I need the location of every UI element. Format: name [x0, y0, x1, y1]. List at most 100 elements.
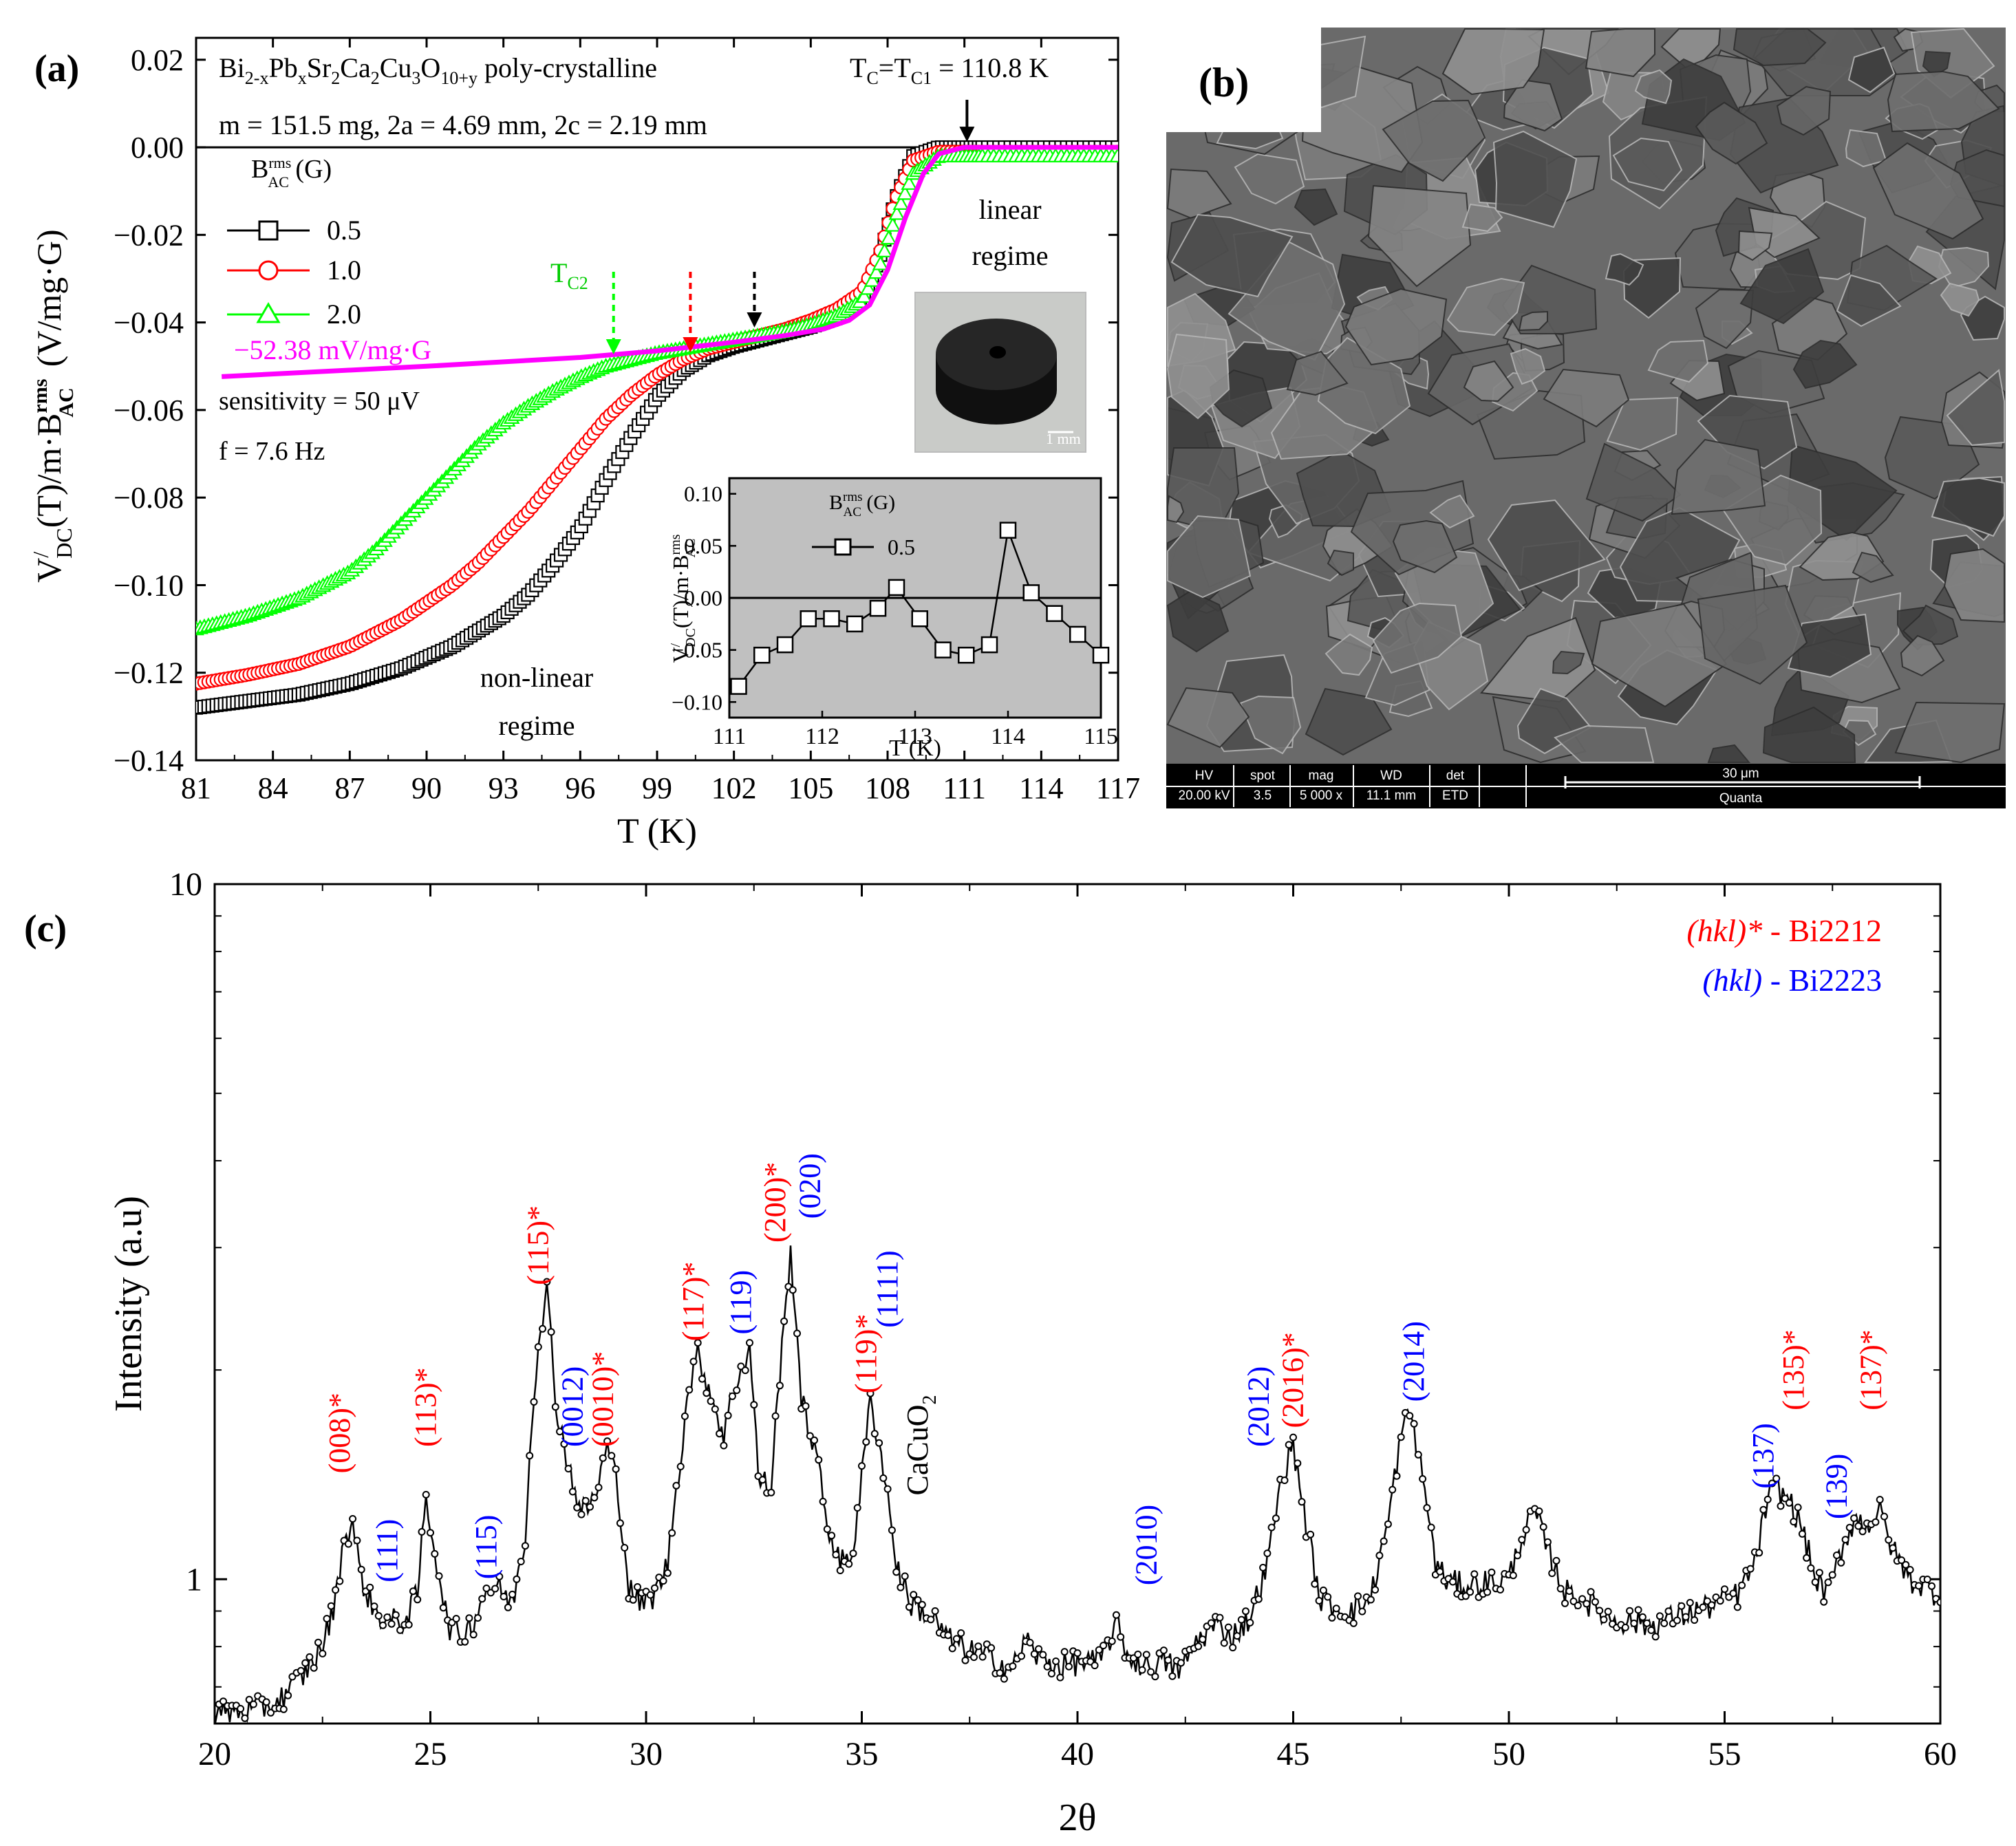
peak-label: (117)* — [676, 1262, 710, 1342]
sem-grain — [1327, 549, 1354, 577]
c-xtick-label: 20 — [198, 1736, 231, 1772]
xrd-point — [612, 1465, 620, 1473]
sem-grain — [1492, 130, 1578, 228]
xrd-point — [1837, 1558, 1845, 1567]
sem-grain — [1286, 350, 1349, 396]
a-arrow-head — [683, 336, 698, 352]
sem-grain — [1612, 137, 1683, 192]
a-xtick-label: 99 — [642, 771, 672, 805]
xrd-point — [262, 1698, 270, 1706]
xrd-point — [1686, 1598, 1694, 1607]
panel-a-label: (a) — [34, 47, 79, 90]
xrd-point — [1514, 1552, 1521, 1560]
xrd-point — [1410, 1419, 1418, 1428]
xrd-point — [970, 1653, 978, 1662]
xrd-point — [427, 1529, 434, 1537]
xrd-point — [1366, 1596, 1375, 1604]
xrd-point — [392, 1611, 400, 1619]
xrd-point — [500, 1593, 508, 1600]
xrd-point — [1000, 1675, 1008, 1683]
peak-label: (119)* — [849, 1314, 883, 1394]
xrd-point — [1591, 1598, 1599, 1606]
a-point-triangle — [897, 185, 914, 200]
xrd-point — [357, 1565, 365, 1574]
c-xtick-label: 45 — [1277, 1736, 1310, 1772]
c-xtick-label: 25 — [414, 1736, 447, 1772]
panel-c-axes: 20 25 30 35 40 45 50 55 60 10 1 — [169, 866, 1957, 1772]
xrd-point — [543, 1278, 551, 1286]
xrd-point — [1259, 1563, 1267, 1571]
xrd-point — [1246, 1618, 1254, 1627]
xrd-point — [1043, 1662, 1051, 1671]
panel-c-legend-bi2212: (hkl)* - Bi2212 — [1686, 913, 1882, 948]
sem-brand: Quanta — [1719, 791, 1763, 806]
a-xtick-label: 87 — [334, 771, 365, 805]
xrd-point — [1552, 1556, 1561, 1565]
peak-label: (0012) — [555, 1366, 589, 1447]
xrd-point — [1898, 1556, 1906, 1565]
inset-legend-title: Brms AC (G) — [829, 490, 895, 519]
xrd-point — [974, 1642, 983, 1651]
xrd-point — [663, 1569, 672, 1577]
xrd-point — [1803, 1554, 1811, 1562]
xrd-point — [685, 1386, 694, 1394]
xrd-point — [703, 1389, 711, 1397]
xrd-point — [1820, 1598, 1828, 1606]
panel-c-label: (c) — [24, 908, 67, 950]
xrd-point — [1052, 1657, 1060, 1665]
xrd-point — [336, 1577, 344, 1585]
peak-label: (0010)* — [586, 1351, 619, 1447]
peak-label: (2014) — [1397, 1321, 1430, 1402]
xrd-point — [819, 1497, 827, 1505]
panel-b-label: (b) — [1199, 60, 1249, 105]
panel-a-tc2-label: TC2 — [550, 257, 588, 293]
a-xtick-label: 81 — [181, 771, 211, 805]
xrd-point — [1587, 1588, 1595, 1596]
inset-point — [823, 610, 840, 627]
xrd-point — [586, 1503, 594, 1511]
xrd-point — [1488, 1568, 1496, 1576]
xrd-point — [767, 1488, 775, 1496]
xrd-point — [1561, 1599, 1569, 1607]
inset-point — [1092, 646, 1110, 664]
xrd-point — [513, 1575, 521, 1583]
xrd-point — [1716, 1597, 1724, 1605]
peak-label: (1111) — [870, 1250, 904, 1327]
xrd-point — [1850, 1514, 1858, 1523]
inset-legend-marker — [834, 538, 852, 556]
sem-mag-header: mag — [1309, 769, 1334, 783]
xrd-point — [1216, 1613, 1224, 1622]
xrd-point — [862, 1438, 870, 1446]
panel-c-peak-labels: (008)* (111) (113)* (115) (115)* (0012)(0010)… — [323, 1153, 1888, 1585]
xrd-point — [1876, 1496, 1884, 1504]
c-xtick-label: 35 — [846, 1736, 879, 1772]
legend-marker-triangle — [256, 301, 281, 323]
panel-c-series — [215, 1245, 1940, 1724]
xrd-point — [1406, 1412, 1414, 1420]
xrd-point — [409, 1587, 417, 1596]
xrd-point — [1483, 1588, 1492, 1596]
panel-a-linear-regime: linear — [978, 194, 1041, 225]
xrd-point — [491, 1585, 500, 1593]
xrd-point — [1030, 1650, 1038, 1658]
peak-label: (135)* — [1777, 1329, 1810, 1410]
xrd-point — [1885, 1536, 1893, 1544]
sem-grain — [1697, 584, 1808, 685]
xrd-point — [1117, 1633, 1125, 1641]
sem-spot-value: 3.5 — [1254, 788, 1272, 803]
panel-b: (b) HV 20.00 kV spot 3.5 mag 5 000 x WD … — [1166, 28, 2006, 808]
a-xtick-label: 114 — [1019, 771, 1063, 805]
xrd-point — [741, 1366, 749, 1375]
xrd-point — [590, 1494, 599, 1502]
xrd-point — [461, 1638, 469, 1646]
xrd-point — [1630, 1619, 1638, 1627]
c-ytick-label: 10 — [169, 866, 202, 903]
xrd-point — [1332, 1604, 1340, 1613]
xrd-point — [987, 1644, 996, 1652]
xrd-point — [849, 1549, 857, 1558]
a-ytick-label: −0.04 — [114, 306, 184, 340]
inset-point — [888, 579, 905, 597]
a-ytick-label: 0.00 — [131, 131, 184, 164]
xrd-point — [676, 1463, 685, 1470]
